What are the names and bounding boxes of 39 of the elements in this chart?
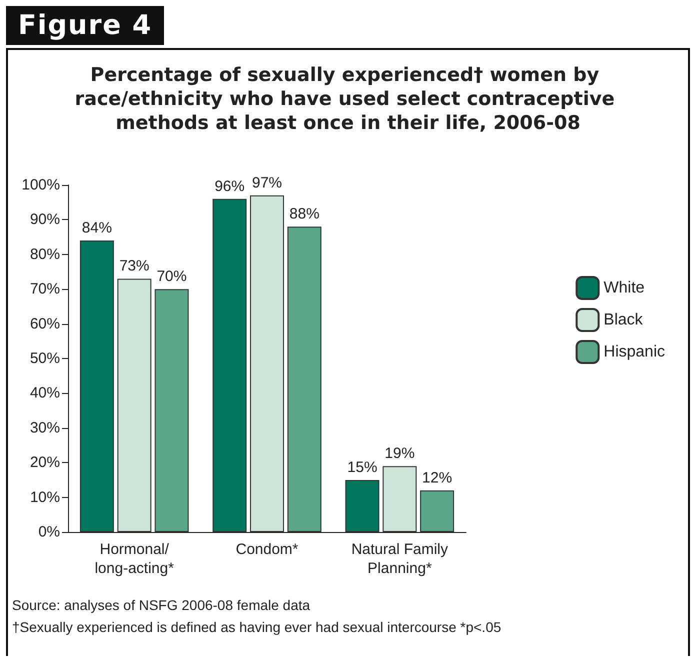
legend-label: Hispanic [604, 344, 665, 360]
bar [117, 278, 152, 532]
caption: Figure 4 [6, 6, 164, 45]
bar [212, 198, 247, 532]
y-tick-label: 10% [30, 488, 60, 506]
data-label: 15% [347, 458, 378, 476]
bar [345, 480, 380, 532]
y-tick-label: 30% [30, 419, 60, 436]
y-tick-label: 0% [38, 524, 60, 540]
y-tick-label: 20% [30, 454, 60, 472]
data-label: 19% [384, 445, 415, 462]
data-label: 84% [82, 220, 112, 237]
y-tick-label: 100% [22, 176, 60, 194]
y-tick-label: 50% [30, 350, 60, 367]
bar [382, 466, 417, 532]
legend-label: White [604, 280, 645, 296]
data-label: 73% [119, 258, 150, 275]
data-label: 70% [156, 268, 187, 286]
text: †Sexually experienced is defined as having ever had sexual intercourse *p<.05 [12, 618, 502, 637]
y-tick-label: 40% [30, 384, 60, 402]
data-label: 97% [252, 174, 282, 192]
data-label: 96% [214, 178, 245, 195]
bar [420, 490, 454, 532]
y-tick-label: 80% [30, 246, 60, 263]
bar [154, 289, 189, 532]
data-label: 12% [422, 469, 452, 486]
y-tick-label: 70% [30, 280, 60, 298]
bar [287, 226, 322, 532]
source-note: Source: analyses of NSFG 2006-08 female data [12, 596, 312, 615]
x-tick-label: Hormonal/ long-acting* [94, 541, 174, 577]
data-label: 88% [289, 206, 320, 223]
x-tick-label: Natural Family Planning* [351, 541, 449, 577]
legend-label: Black [604, 312, 644, 328]
bar [80, 240, 114, 532]
y-tick-label: 90% [30, 211, 60, 228]
x-tick-label: Condom* [236, 541, 298, 558]
chart-title: Percentage of sexually experienced† women by race/ethnicity who have used select contraceptive methods at least once in their life, 2006-08 [74, 64, 622, 134]
y-tick-label: 60% [30, 315, 60, 332]
bar [250, 195, 284, 532]
